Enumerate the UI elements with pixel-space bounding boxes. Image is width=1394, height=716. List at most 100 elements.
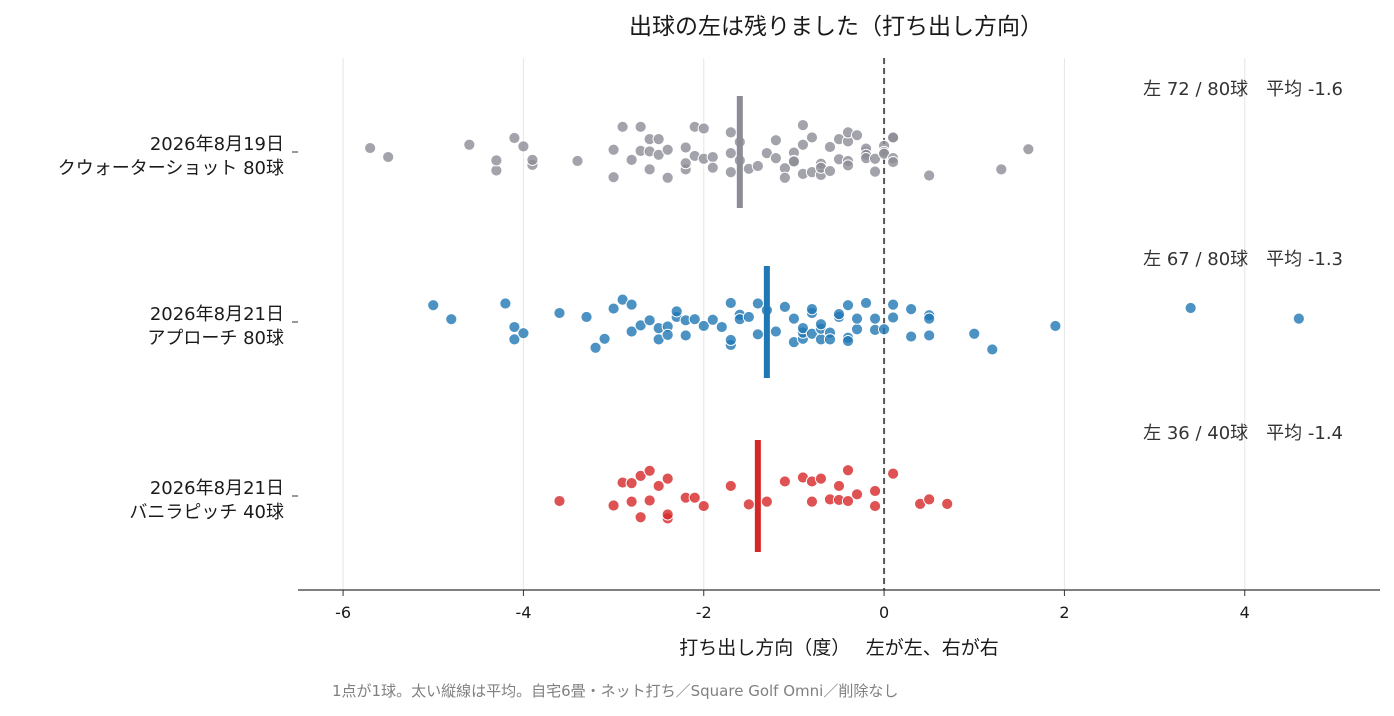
data-point — [850, 312, 864, 325]
data-point — [805, 303, 819, 316]
data-point — [598, 332, 611, 345]
data-point — [517, 327, 530, 340]
data-point — [905, 303, 918, 316]
data-point — [796, 322, 810, 335]
data-point — [995, 163, 1008, 176]
data-point — [868, 165, 882, 178]
data-point — [445, 313, 458, 326]
data-point — [823, 140, 837, 154]
data-point — [751, 328, 764, 341]
data-point — [986, 343, 999, 356]
data-point — [941, 497, 954, 510]
series-row: 2026年8月21日アプローチ 80球 左 67 / 80球 平均 -1.3 — [147, 249, 1343, 378]
data-point — [868, 499, 882, 513]
row-summary: 左 72 / 80球 平均 -1.6 — [1143, 79, 1343, 100]
data-point — [427, 299, 440, 312]
data-point — [724, 333, 737, 347]
data-point — [499, 297, 512, 310]
data-point — [823, 333, 837, 346]
data-point — [643, 314, 656, 327]
data-point — [823, 164, 837, 178]
data-point — [553, 306, 566, 320]
data-point — [517, 140, 530, 153]
data-point — [778, 300, 792, 313]
data-point — [571, 154, 584, 168]
chart-title: 出球の左は残りました（打ち出し方向） — [629, 14, 1043, 40]
data-point — [616, 120, 629, 133]
data-point — [580, 310, 593, 324]
data-point — [679, 141, 692, 154]
data-point — [724, 166, 737, 179]
data-point — [1022, 143, 1035, 156]
data-point — [887, 311, 900, 324]
data-point — [814, 472, 828, 485]
series-row: 2026年8月19日クウォーターショット 80球 左 72 / 80球 平均 -1… — [58, 79, 1343, 208]
data-point — [923, 329, 936, 342]
data-point — [508, 320, 521, 334]
data-point — [508, 131, 521, 145]
data-point — [923, 312, 936, 325]
x-ticks: -6 -4 -2 0 2 4 — [335, 590, 1250, 622]
data-point — [841, 494, 855, 508]
data-point — [805, 495, 819, 508]
data-point — [661, 171, 674, 184]
row-summary: 左 67 / 80球 平均 -1.3 — [1143, 249, 1343, 270]
series-row: 2026年8月21日バニラピッチ 40球 左 36 / 40球 平均 -1.4 — [129, 423, 1343, 552]
data-point — [832, 308, 846, 321]
data-point — [643, 464, 656, 477]
data-point — [778, 475, 792, 488]
data-point — [751, 297, 764, 310]
data-point — [688, 491, 701, 504]
data-point — [868, 312, 882, 325]
data-point — [634, 511, 647, 524]
data-point — [742, 498, 755, 511]
data-point — [887, 467, 900, 480]
data-point — [850, 488, 864, 501]
data-point — [850, 323, 864, 336]
data-point — [841, 464, 855, 477]
data-point — [364, 141, 377, 155]
data-point — [661, 472, 674, 485]
data-point — [679, 329, 692, 342]
data-point — [625, 153, 638, 166]
data-point — [805, 131, 819, 144]
data-point — [463, 138, 476, 151]
data-point — [923, 493, 936, 506]
data-point — [1184, 301, 1197, 315]
data-point — [841, 299, 855, 312]
data-point — [625, 495, 638, 508]
data-point — [796, 138, 810, 151]
data-point — [832, 479, 846, 493]
data-point — [778, 171, 792, 184]
data-point — [760, 495, 773, 508]
data-point — [634, 120, 647, 133]
data-point — [382, 150, 395, 164]
data-point — [923, 169, 936, 182]
data-point — [796, 119, 810, 132]
row-summary: 左 36 / 40球 平均 -1.4 — [1143, 423, 1343, 444]
data-point — [787, 155, 801, 168]
footnote: 1点が1球。太い縦線は平均。自宅6畳・ネット打ち／Square Golf Omn… — [332, 682, 898, 700]
data-point — [724, 479, 737, 493]
data-point — [661, 508, 674, 521]
x-tick-label: 4 — [1240, 603, 1250, 622]
data-point — [679, 157, 692, 170]
data-point — [553, 494, 566, 508]
data-point — [742, 310, 755, 324]
data-point — [905, 330, 918, 343]
data-point — [526, 153, 539, 166]
data-point — [643, 163, 656, 176]
data-point — [787, 312, 801, 325]
data-point — [724, 126, 737, 139]
data-point — [688, 313, 701, 326]
data-point — [661, 143, 674, 156]
data-point — [490, 164, 503, 177]
data-point — [868, 484, 882, 498]
data-point — [706, 313, 719, 326]
data-point — [490, 154, 503, 167]
data-point — [607, 143, 620, 156]
data-point — [607, 171, 620, 184]
category-label: 2026年8月21日バニラピッチ 40球 — [129, 478, 284, 523]
data-point — [643, 494, 656, 507]
data-point — [652, 133, 665, 146]
